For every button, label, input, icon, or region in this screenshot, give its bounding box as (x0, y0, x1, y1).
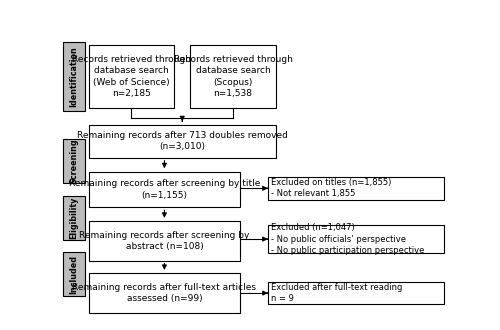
FancyBboxPatch shape (268, 225, 444, 253)
FancyBboxPatch shape (268, 282, 444, 304)
FancyBboxPatch shape (89, 273, 240, 313)
FancyBboxPatch shape (89, 221, 240, 261)
Text: Excluded after full-text reading
n = 9: Excluded after full-text reading n = 9 (271, 283, 402, 303)
FancyBboxPatch shape (89, 45, 174, 108)
FancyBboxPatch shape (62, 139, 85, 183)
Text: Remaining records after screening by title
(n=1,155): Remaining records after screening by tit… (68, 179, 260, 200)
Text: Included: Included (69, 254, 78, 293)
Text: Remaining records after screening by
abstract (n=108): Remaining records after screening by abs… (79, 231, 249, 251)
FancyBboxPatch shape (89, 125, 276, 158)
FancyBboxPatch shape (190, 45, 276, 108)
FancyBboxPatch shape (62, 196, 85, 240)
Text: Remaining records after 713 doubles removed
(n=3,010): Remaining records after 713 doubles remo… (77, 131, 288, 151)
Text: Excluded on titles (n=1,855)
- Not relevant 1,855: Excluded on titles (n=1,855) - Not relev… (271, 178, 392, 198)
Text: Identification: Identification (69, 46, 78, 107)
Text: Records retrieved through
database search
(Web of Science)
n=2,185: Records retrieved through database searc… (72, 55, 191, 98)
Text: Screening: Screening (69, 138, 78, 184)
FancyBboxPatch shape (89, 172, 240, 207)
FancyBboxPatch shape (62, 252, 85, 296)
Text: Excluded (n=1,047)
- No public officials’ perspective
- No public participation : Excluded (n=1,047) - No public officials… (271, 223, 424, 255)
Text: Remaining records after full-text articles
assessed (n=99): Remaining records after full-text articl… (72, 283, 256, 303)
FancyBboxPatch shape (62, 42, 85, 111)
Text: Eligibility: Eligibility (69, 197, 78, 239)
Text: Records retrieved through
database search
(Scopus)
n=1,538: Records retrieved through database searc… (174, 55, 292, 98)
FancyBboxPatch shape (268, 177, 444, 200)
